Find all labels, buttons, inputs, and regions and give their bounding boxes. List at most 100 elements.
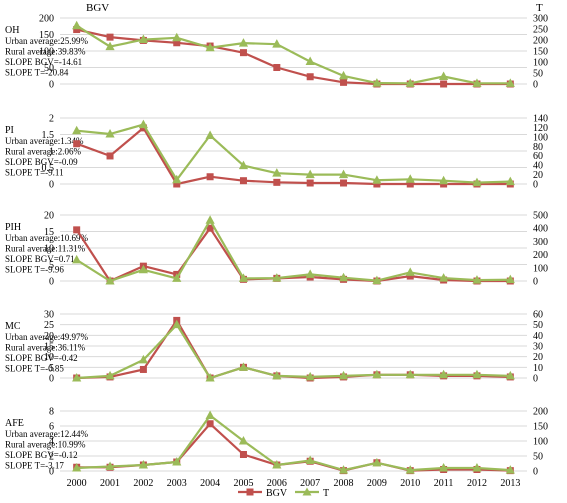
right-tick-label: 0 <box>533 180 538 191</box>
panel-annotation: Rural average:10.99% <box>5 440 86 450</box>
point-t <box>372 457 382 467</box>
point-t <box>472 177 482 187</box>
point-t <box>105 370 115 380</box>
panel-annotation: SLOPE BGV=-0.42 <box>5 353 78 363</box>
left-tick-label: 0 <box>49 374 54 385</box>
right-tick-label: 150 <box>533 47 548 58</box>
x-tick-label: 2013 <box>500 478 520 489</box>
right-tick-label: 100 <box>533 437 548 448</box>
legend-label-t: T <box>323 488 329 499</box>
point-t <box>138 34 148 44</box>
right-tick-label: 100 <box>533 58 548 69</box>
point-t <box>505 465 515 474</box>
point-bgv <box>306 73 314 81</box>
point-bgv <box>406 180 414 188</box>
point-t <box>505 78 515 87</box>
x-tick-label: 2004 <box>200 478 220 489</box>
panel-annotation: SLOPE T=-20.84 <box>5 68 69 78</box>
point-t <box>305 371 315 381</box>
point-t <box>172 457 182 466</box>
panel-annotation: Urban average:12.44% <box>5 429 88 439</box>
right-tick-label: 0 <box>533 374 538 385</box>
point-t <box>272 460 282 469</box>
right-tick-label: 150 <box>533 422 548 433</box>
right-tick-label: 10 <box>533 363 543 374</box>
left-tick-label: 100 <box>39 47 54 58</box>
point-t <box>405 78 415 87</box>
left-tick-label: 150 <box>39 30 54 41</box>
left-tick-label: 2 <box>49 114 54 125</box>
point-bgv <box>73 226 81 234</box>
x-tick-label: 2008 <box>334 478 354 489</box>
point-t <box>238 38 249 47</box>
right-tick-label: 200 <box>533 407 548 418</box>
point-t <box>439 175 449 185</box>
point-t <box>338 272 349 282</box>
point-t <box>272 168 282 177</box>
point-t <box>338 465 349 474</box>
series-line-t <box>76 219 511 283</box>
point-t <box>405 369 415 379</box>
x-tick-label: 2012 <box>467 478 487 489</box>
point-t <box>372 275 382 285</box>
panel-annotation: SLOPE BGV=-14.61 <box>5 57 82 67</box>
right-tick-label: 20 <box>533 352 543 363</box>
point-bgv <box>206 173 214 181</box>
point-t <box>338 169 349 179</box>
left-tick-label: 5 <box>49 260 54 271</box>
left-tick-label: 8 <box>49 407 54 418</box>
point-t <box>272 273 282 282</box>
panel-annotation: Urban average:1.34% <box>5 136 84 146</box>
right-tick-label: 40 <box>533 161 543 172</box>
point-bgv <box>340 179 348 187</box>
point-bgv <box>106 152 114 160</box>
point-bgv <box>173 39 181 47</box>
panel-annotation: SLOPE T=-9.11 <box>5 168 64 178</box>
panel-annotation: SLOPE BGV=-0.12 <box>5 450 78 460</box>
point-t <box>305 455 315 464</box>
x-tick-label: 2010 <box>400 478 420 489</box>
point-t <box>238 436 249 445</box>
panel-annotation: Rural average:36.11% <box>5 343 86 353</box>
right-tick-label: 30 <box>533 342 543 353</box>
series-line-bgv <box>75 227 511 283</box>
point-t <box>238 160 249 170</box>
left-tick-label: 0 <box>49 467 54 478</box>
series-line-t <box>76 323 511 380</box>
right-tick-label: 0 <box>533 277 538 288</box>
x-tick-label: 2001 <box>100 478 120 489</box>
point-t <box>105 41 115 51</box>
x-tick-label: 2003 <box>167 478 187 489</box>
point-t <box>138 119 148 129</box>
panel-annotation: Urban average:49.97% <box>5 332 88 342</box>
left-tick-label: 1.5 <box>42 130 55 141</box>
right-tick-label: 0 <box>533 80 538 91</box>
x-tick-label: 2000 <box>67 478 87 489</box>
point-t <box>405 174 415 183</box>
point-t <box>205 42 215 52</box>
point-t <box>505 370 515 380</box>
right-tick-label: 20 <box>533 170 543 181</box>
point-t <box>138 460 148 469</box>
right-tick-label: 120 <box>533 123 548 134</box>
right-tick-label: 200 <box>533 250 548 261</box>
left-tick-label: 10 <box>44 244 54 255</box>
left-tick-label: 200 <box>39 14 54 25</box>
point-bgv <box>73 26 81 34</box>
legend-marker-bgv <box>246 488 254 496</box>
point-t <box>138 264 148 274</box>
panel-annotation: SLOPE T=-0.85 <box>5 364 64 374</box>
left-tick-label: 1 <box>49 147 54 158</box>
point-t <box>205 410 215 419</box>
point-t <box>338 70 349 80</box>
point-bgv <box>340 78 348 86</box>
left-tick-label: 0 <box>49 180 54 191</box>
right-tick-label: 50 <box>533 452 543 463</box>
series-line-t <box>76 414 511 472</box>
point-t <box>472 463 482 472</box>
left-tick-label: 2 <box>49 452 54 463</box>
